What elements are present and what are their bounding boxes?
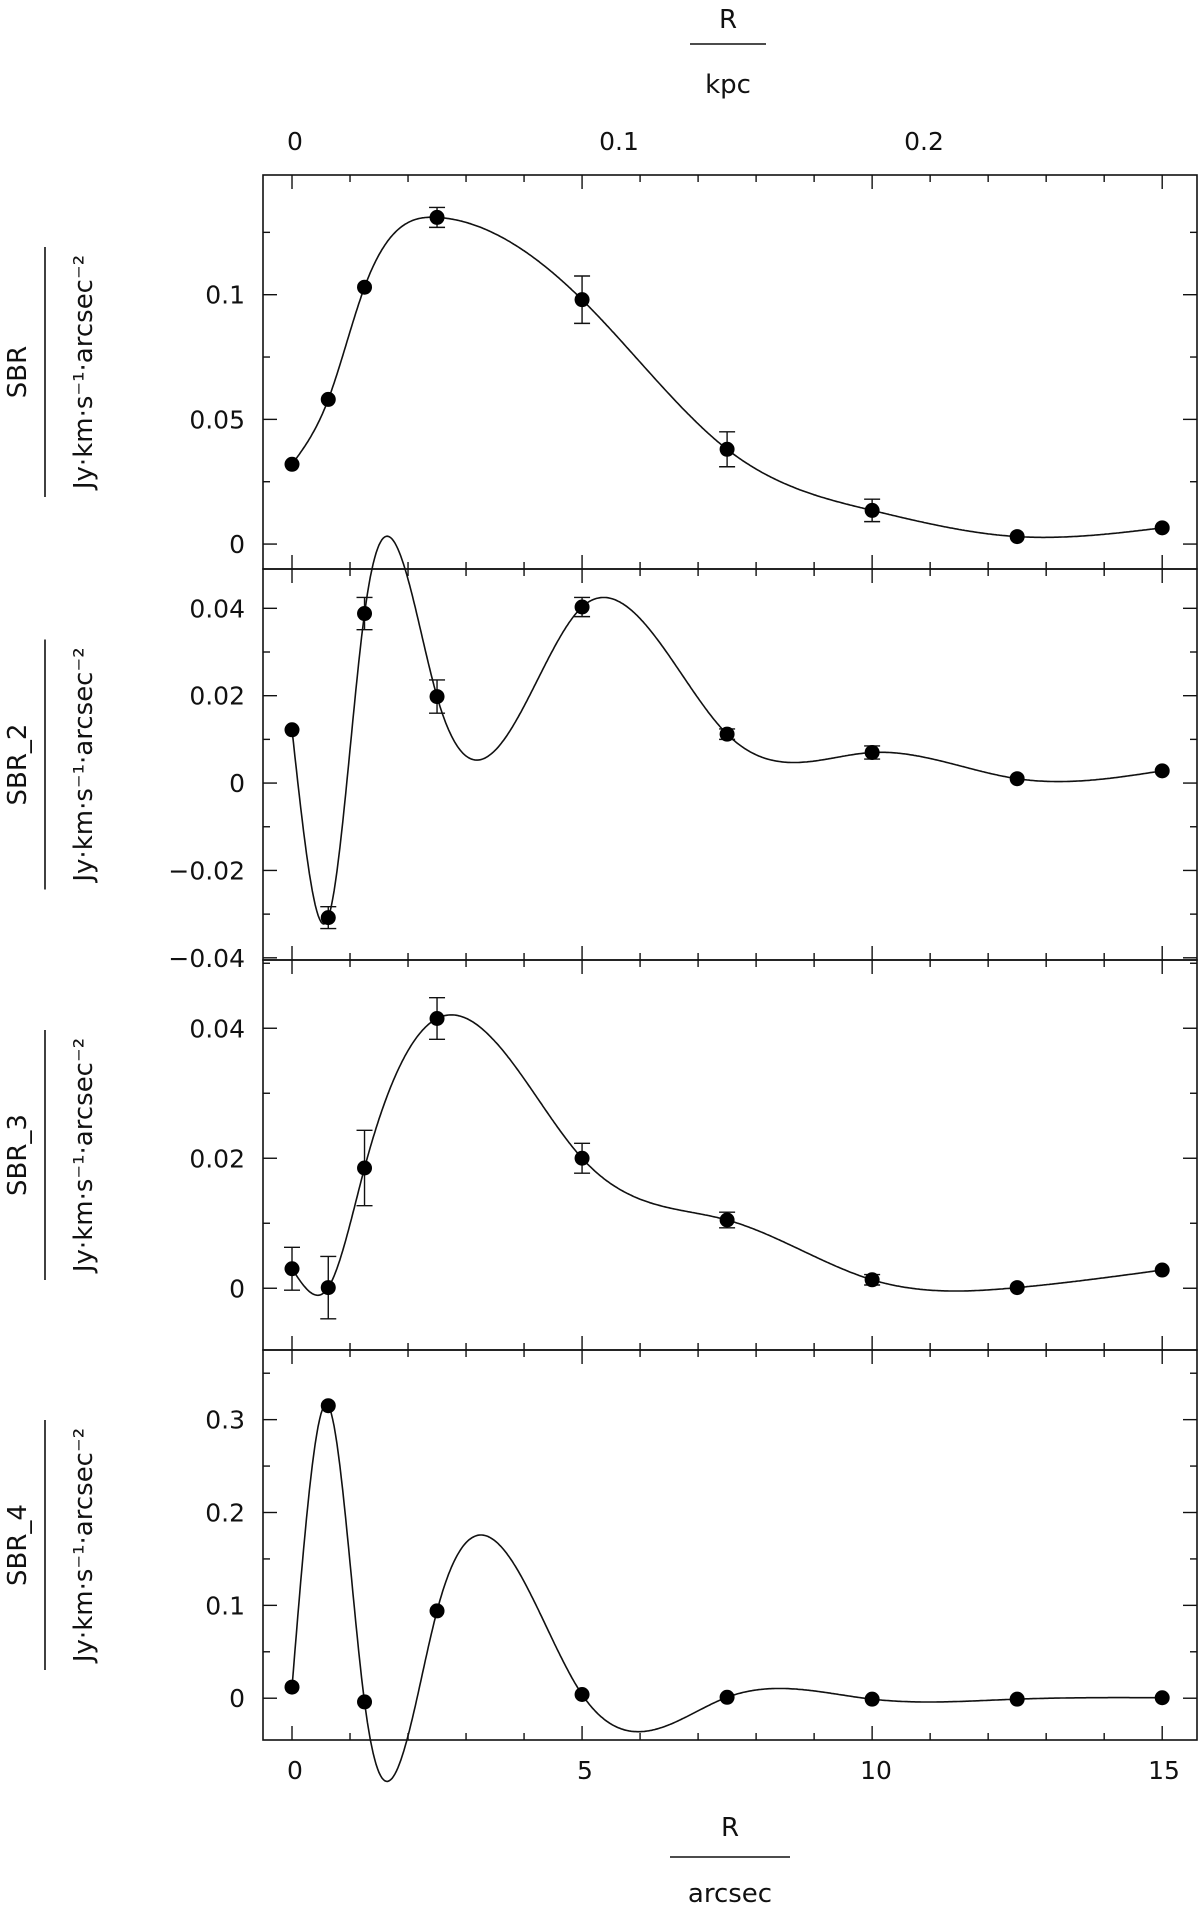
- panel-sbr: 0 0.05 0.1 SBR Jy·km·s⁻¹·arcsec⁻²: [3, 174, 1198, 570]
- bottom-tick-label: 10: [860, 1756, 892, 1785]
- data-point: [1009, 1280, 1025, 1296]
- y-axis-label: SBR_3 Jy·km·s⁻¹·arcsec⁻²: [3, 1030, 99, 1280]
- data-point: [357, 1694, 373, 1710]
- data-point: [864, 744, 880, 760]
- data-point: [429, 1011, 445, 1026]
- top-tick-label: 0.1: [599, 127, 639, 156]
- data-point: [284, 722, 300, 738]
- data-point: [574, 599, 590, 615]
- data-point: [357, 606, 373, 622]
- bottom-axis-label-denominator: arcsec: [688, 1879, 772, 1905]
- y-axis-label-numerator: SBR_4: [3, 1504, 33, 1586]
- data-point: [284, 1261, 300, 1277]
- plot-frame: [262, 959, 1198, 1351]
- y-tick-label: 0.02: [189, 682, 245, 711]
- y-tick-label: 0: [229, 769, 245, 798]
- bottom-tick-label: 5: [577, 1756, 593, 1785]
- data-point: [719, 726, 735, 742]
- y-axis-label: SBR_2 Jy·km·s⁻¹·arcsec⁻²: [3, 639, 99, 890]
- bottom-tick-label: 15: [1148, 1756, 1180, 1785]
- data-point: [574, 1150, 590, 1166]
- data-point: [429, 209, 445, 225]
- data-point: [1009, 771, 1025, 787]
- data-point: [864, 1272, 880, 1288]
- data-point: [719, 1212, 735, 1228]
- data-point: [429, 1603, 445, 1619]
- top-tick-label: 0.2: [904, 127, 944, 156]
- y-axis-label-denominator: Jy·km·s⁻¹·arcsec⁻²: [69, 647, 99, 883]
- fit-curve: [291, 1403, 1163, 1783]
- data-point: [320, 1280, 336, 1296]
- fit-curve: [291, 1014, 1163, 1297]
- data-point: [1154, 1262, 1170, 1278]
- data-point: [357, 1160, 373, 1176]
- panel-sbr-4: 0 0.1 0.2 0.3 SBR_4 Jy·km·s⁻¹·arcsec⁻²: [3, 1349, 1198, 1783]
- data-point: [1154, 520, 1170, 536]
- data-point: [1154, 763, 1170, 779]
- y-axis-label-denominator: Jy·km·s⁻¹·arcsec⁻²: [69, 1428, 99, 1664]
- data-point: [719, 441, 735, 457]
- y-tick-label: 0.1: [205, 281, 245, 310]
- y-tick-label: −0.04: [168, 944, 245, 973]
- data-point: [357, 279, 373, 295]
- y-axis-label-numerator: SBR_3: [3, 1114, 33, 1196]
- plot-frame: [262, 174, 1198, 570]
- y-axis-label: SBR_4 Jy·km·s⁻¹·arcsec⁻²: [3, 1420, 99, 1670]
- y-tick-label: 0.02: [189, 1144, 245, 1173]
- y-axis-label-numerator: SBR_2: [3, 724, 33, 806]
- data-point: [864, 1691, 880, 1707]
- y-tick-label: 0: [229, 530, 245, 559]
- top-axis-label-numerator: R: [719, 5, 737, 35]
- y-tick-label: 0: [229, 1274, 245, 1303]
- y-tick-label: −0.02: [168, 856, 245, 885]
- data-point: [1009, 529, 1025, 545]
- panel-sbr-2: −0.04 −0.02 0 0.02 0.04 SBR_2 Jy·km·s⁻¹·arcsec…: [3, 535, 1198, 973]
- top-tick-label: 0: [287, 127, 303, 156]
- y-tick-label: 0.04: [189, 594, 245, 623]
- bottom-axis-label: R arcsec: [670, 1813, 790, 1905]
- fit-curve: [291, 216, 1163, 539]
- plot-frame: [262, 1349, 1198, 1741]
- y-axis-label: SBR Jy·km·s⁻¹·arcsec⁻²: [3, 247, 99, 497]
- data-point: [1154, 1690, 1170, 1706]
- bottom-tick-label: 0: [287, 1756, 303, 1785]
- y-tick-label: 0: [229, 1684, 245, 1713]
- data-point: [1009, 1691, 1025, 1707]
- y-axis-label-denominator: Jy·km·s⁻¹·arcsec⁻²: [69, 1038, 99, 1274]
- top-axis-label: R kpc: [690, 5, 766, 100]
- data-point: [320, 1398, 336, 1414]
- data-point: [320, 391, 336, 407]
- data-point: [284, 1679, 300, 1695]
- data-point: [864, 502, 880, 518]
- y-axis-label-denominator: Jy·km·s⁻¹·arcsec⁻²: [69, 255, 99, 491]
- plot-frame: [262, 568, 1198, 961]
- y-tick-label: 0.05: [189, 405, 245, 434]
- y-tick-label: 0.04: [189, 1014, 245, 1043]
- y-axis-label-numerator: SBR: [3, 346, 33, 398]
- data-point: [429, 689, 445, 705]
- data-point: [320, 910, 336, 926]
- data-point: [574, 292, 590, 308]
- bottom-axis-label-numerator: R: [721, 1813, 739, 1843]
- data-point: [284, 456, 300, 472]
- data-point: [719, 1689, 735, 1705]
- panel-sbr-3: 0 0.02 0.04 SBR_3 Jy·km·s⁻¹·arcsec⁻²: [3, 959, 1198, 1351]
- y-tick-label: 0.3: [205, 1406, 245, 1435]
- y-tick-label: 0.1: [205, 1591, 245, 1620]
- y-tick-label: 0.2: [205, 1499, 245, 1528]
- data-point: [574, 1687, 590, 1702]
- top-axis-label-denominator: kpc: [705, 70, 751, 100]
